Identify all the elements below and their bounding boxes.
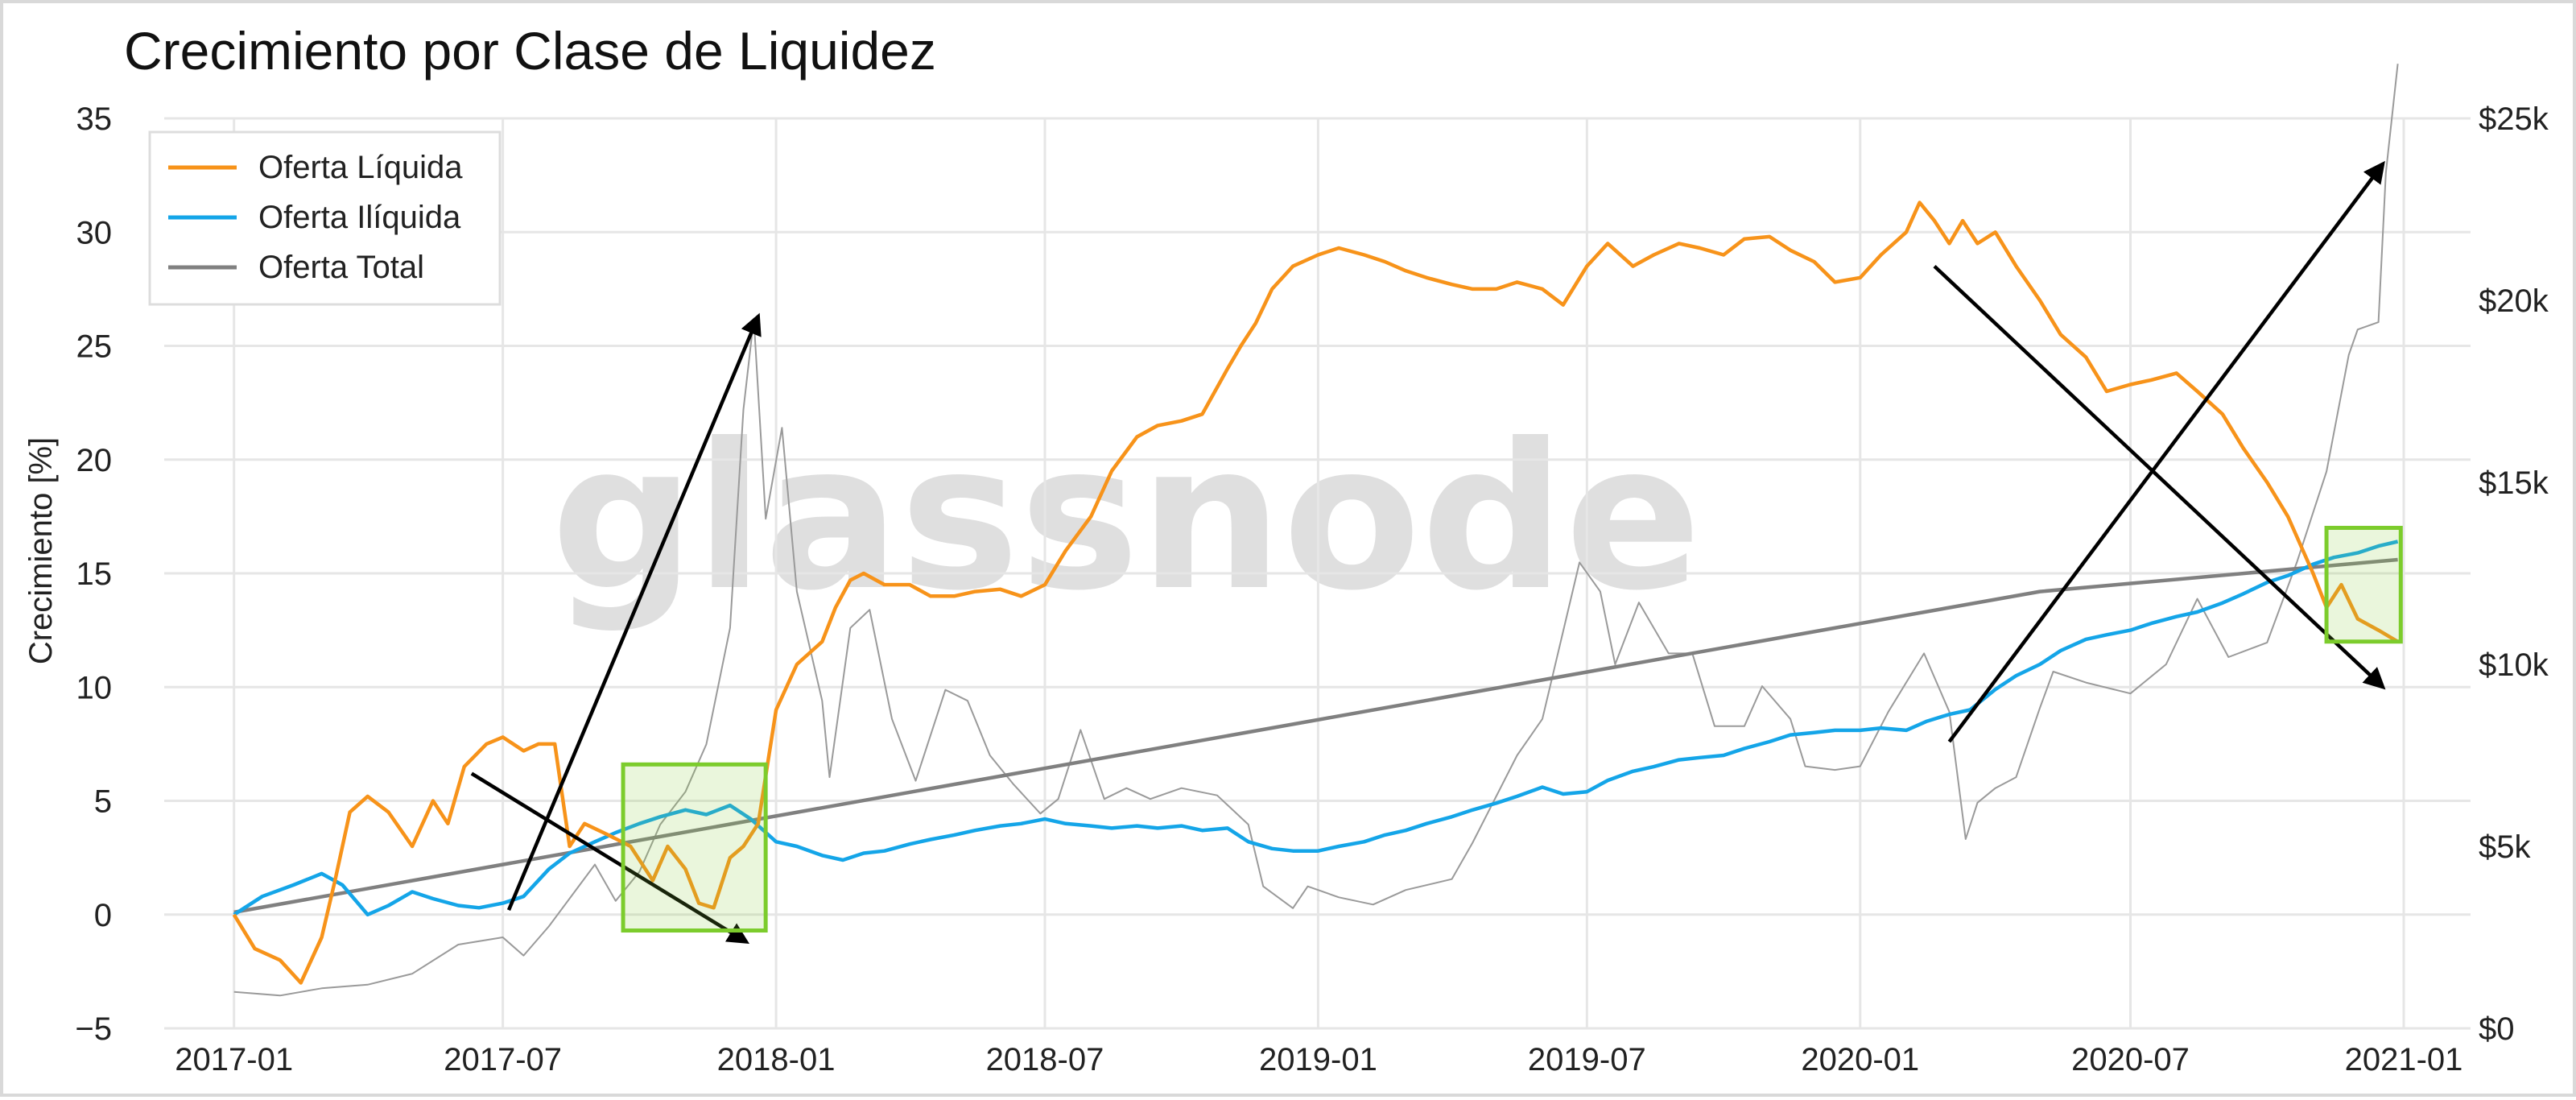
annotation-arrow	[1933, 264, 2386, 690]
highlight-box	[2324, 526, 2403, 644]
y2-tick-label: $5k	[2479, 829, 2531, 865]
annotations	[470, 160, 2403, 945]
annotation-arrow	[1947, 160, 2385, 743]
y-tick-label: 0	[94, 898, 112, 933]
y-axis-label: Crecimiento [%]	[23, 437, 59, 664]
watermark: glassnode	[551, 400, 1701, 635]
y-tick-label: 5	[94, 784, 112, 820]
highlight-box	[621, 762, 768, 933]
chart-title: Crecimiento por Clase de Liquidez	[124, 21, 936, 81]
annotation-arrow	[470, 771, 750, 945]
legend-label: Oferta Total	[258, 250, 424, 285]
x-tick-label: 2020-07	[2071, 1042, 2190, 1077]
x-tick-label: 2020-01	[1801, 1042, 1919, 1077]
x-tick-label: 2021-01	[2345, 1042, 2463, 1077]
x-tick-label: 2017-07	[444, 1042, 562, 1077]
series-line-2	[233, 557, 2398, 915]
legend: Oferta Líquida Oferta Ilíquida Oferta Tota…	[148, 130, 502, 306]
series-line-0	[232, 201, 2399, 985]
x-tick-label: 2017-01	[175, 1042, 293, 1077]
series-lines	[232, 64, 2399, 997]
annotation-arrow	[506, 312, 762, 911]
x-tick-label: 2019-01	[1259, 1042, 1377, 1077]
x-tick-label: 2018-07	[986, 1042, 1104, 1077]
y-tick-label: 10	[76, 670, 113, 705]
y-tick-label: 25	[76, 329, 113, 365]
legend-label: Oferta Líquida	[258, 150, 463, 185]
y-tick-label: 35	[76, 101, 113, 137]
y2-tick-label: $10k	[2479, 647, 2549, 683]
chart-svg: Crecimiento por Clase de Liquidez glassn…	[23, 21, 2549, 1077]
y-tick-label: 30	[76, 215, 113, 250]
x-tick-label: 2018-01	[717, 1042, 836, 1077]
y2-tick-label: $20k	[2479, 283, 2549, 319]
y-tick-label: 15	[76, 556, 113, 592]
y2-tick-label: $0	[2479, 1011, 2515, 1047]
axis-ticks: −5 0 5 10 15 20 25 30 35 $0 $5k $10k $15k $20k $25k 201…	[75, 101, 2549, 1077]
y2-tick-label: $25k	[2479, 101, 2549, 137]
y-tick-label: 20	[76, 443, 113, 478]
x-tick-label: 2019-07	[1528, 1042, 1646, 1077]
legend-label: Oferta Ilíquida	[258, 200, 461, 235]
series-line-1	[233, 540, 2399, 917]
y-tick-label: −5	[75, 1011, 112, 1047]
grid	[164, 117, 2471, 1030]
price-line	[233, 64, 2399, 997]
y2-tick-label: $15k	[2479, 465, 2549, 501]
